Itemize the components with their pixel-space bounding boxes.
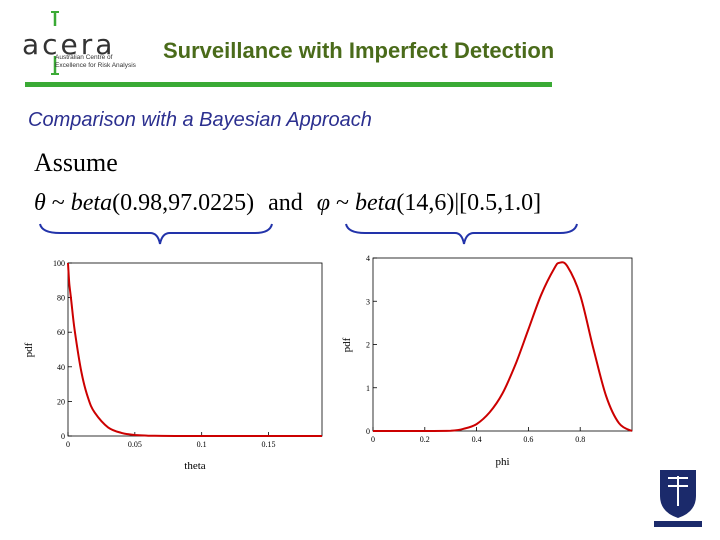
logo-subtitle: Australian Centre of Excellence for Risk… xyxy=(55,54,136,69)
formula-line: θ ~ beta(0.98,97.0225) and φ ~ beta(14,6)|… xyxy=(34,188,541,218)
conditional-bar: | xyxy=(454,190,460,216)
beta-word-2: beta xyxy=(355,190,397,216)
theta-args: (0.98,97.0225) xyxy=(112,190,255,216)
x-tick-label: 0.4 xyxy=(472,435,482,444)
y-tick-label: 100 xyxy=(53,259,65,268)
phi-args: (14,6) xyxy=(396,190,455,216)
x-axis-label: phi xyxy=(495,456,509,468)
phi-brace-icon xyxy=(345,223,578,245)
theta-pdf-chart: 0 20 40 60 80 100 0 0.05 0.1 0.15 theta pdf xyxy=(23,259,323,472)
slide-title: Surveillance with Imperfect Detection xyxy=(163,38,555,63)
logo-mark-icon xyxy=(51,11,59,75)
beta-word-1: beta xyxy=(70,190,113,216)
y-tick-label: 40 xyxy=(57,363,65,372)
pdf-curve xyxy=(67,262,322,437)
university-crest-icon xyxy=(654,470,702,527)
y-tick-label: 1 xyxy=(366,384,370,393)
y-axis-label: pdf xyxy=(23,342,35,357)
y-tick-label: 20 xyxy=(57,397,65,406)
title-divider xyxy=(25,82,552,87)
plot-frame xyxy=(67,262,323,437)
y-tick-label: 4 xyxy=(366,254,370,263)
formula-block: Assume θ ~ beta(0.98,97.0225) and φ ~ beta… xyxy=(34,148,541,218)
formula-assume: Assume xyxy=(34,148,118,177)
x-axis-label: theta xyxy=(184,460,205,472)
brace-layer xyxy=(39,223,578,245)
y-tick-label: 3 xyxy=(366,297,370,306)
formula-and: and xyxy=(268,190,303,216)
x-tick-label: 0.1 xyxy=(197,440,207,449)
y-tick-label: 0 xyxy=(366,427,370,436)
x-tick-label: 0.6 xyxy=(523,435,533,444)
pdf-curve xyxy=(373,261,633,432)
x-tick-label: 0 xyxy=(371,435,375,444)
y-tick-label: 2 xyxy=(366,341,370,350)
y-axis-label: pdf xyxy=(341,337,353,352)
x-tick-label: 0.05 xyxy=(128,440,142,449)
theta-symbol: θ xyxy=(34,190,46,216)
x-tick-label: 0.8 xyxy=(575,435,585,444)
phi-pdf-chart: 0 1 2 3 4 0 0.2 0.4 0.6 0.8 phi pdf xyxy=(341,254,633,468)
y-tick-label: 80 xyxy=(57,294,65,303)
phi-interval: [0.5,1.0] xyxy=(459,190,542,216)
phi-symbol: φ xyxy=(316,190,331,216)
x-tick-label: 0 xyxy=(66,440,70,449)
y-tick-label: 60 xyxy=(57,328,65,337)
slide-subtitle: Comparison with a Bayesian Approach xyxy=(28,109,372,131)
logo-word: acera xyxy=(22,28,116,61)
acera-logo xyxy=(22,8,147,80)
theta-brace-icon xyxy=(39,223,273,245)
tilde-2: ~ xyxy=(330,190,356,216)
y-tick-label: 0 xyxy=(61,432,65,441)
x-tick-label: 0.2 xyxy=(420,435,430,444)
tilde-1: ~ xyxy=(45,190,71,216)
x-tick-label: 0.15 xyxy=(262,440,276,449)
